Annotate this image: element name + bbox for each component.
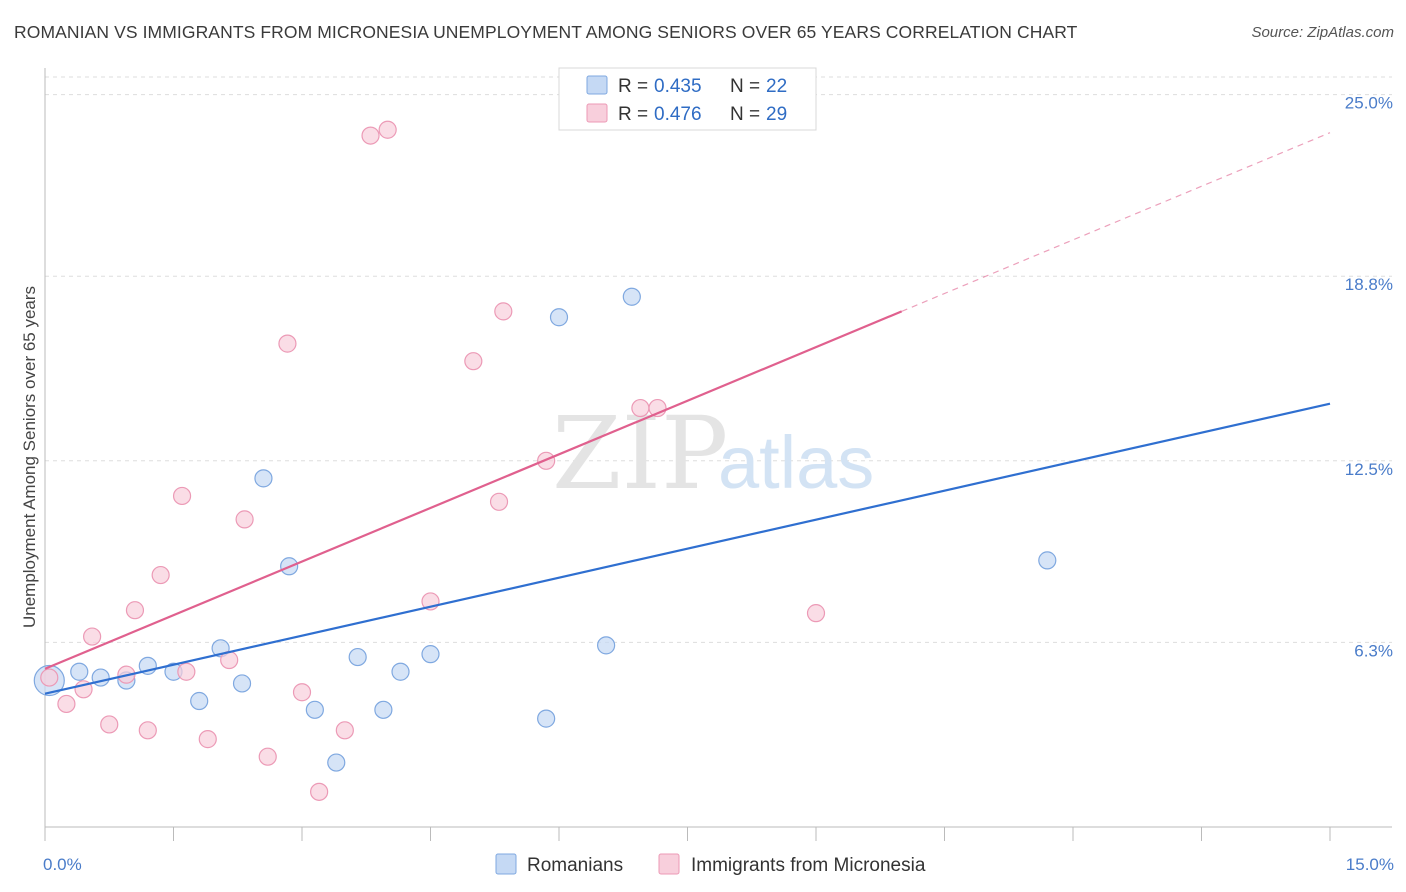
romanians-point-19 — [597, 636, 616, 655]
series-legend-swatch-micronesia — [658, 853, 680, 875]
tick-labels: 6.3% 12.5% 18.8% 25.0% 0.0% 15.0% — [43, 94, 1394, 874]
legend-r-label-micronesia: R = — [618, 104, 648, 125]
micronesia-point-22 — [464, 352, 483, 371]
micronesia-point-13 — [235, 510, 254, 529]
romanians-trend-line — [44, 402, 1331, 695]
micronesia-point-19 — [361, 126, 380, 145]
legend-n-value-micronesia: 29 — [766, 104, 787, 125]
romanians-point-11 — [305, 700, 324, 719]
y-tick-label-3: 25.0% — [1345, 94, 1393, 113]
micronesia-trend-extension — [901, 132, 1331, 312]
micronesia-point-1 — [57, 694, 76, 714]
legend-swatch-romanians — [586, 75, 608, 95]
legend-swatch-micronesia — [586, 103, 608, 123]
micronesia-point-23 — [489, 492, 509, 511]
micronesia-point-16 — [292, 683, 312, 702]
micronesia-point-15 — [278, 334, 297, 353]
micronesia-point-6 — [125, 601, 145, 620]
trend-lines — [44, 132, 1331, 695]
micronesia-point-24 — [494, 302, 513, 321]
romanians-point-12 — [327, 753, 346, 772]
legend-n-label-romanians: N = — [730, 76, 760, 97]
watermark-atlas: atlas — [718, 421, 874, 504]
legend-r-label-romanians: R = — [618, 76, 648, 97]
series-legend: Romanians Immigrants from Micronesia — [495, 853, 926, 876]
legend-r-value-micronesia: 0.476 — [654, 104, 702, 125]
micronesia-point-20 — [378, 120, 397, 139]
romanians-point-15 — [391, 662, 410, 681]
y-tick-label-0: 6.3% — [1354, 641, 1393, 660]
micronesia-point-8 — [151, 565, 170, 585]
micronesia-point-10 — [177, 662, 196, 681]
romanians-point-14 — [374, 700, 393, 719]
x-tick-label-0: 0.0% — [43, 855, 82, 874]
micronesia-point-11 — [198, 730, 217, 749]
romanians-point-1 — [70, 662, 89, 681]
axes — [44, 68, 1392, 841]
y-tick-label-2: 18.8% — [1345, 275, 1393, 294]
micronesia-point-28 — [806, 604, 826, 623]
series-legend-label-romanians: Romanians — [527, 855, 623, 876]
romanians-point-16 — [421, 645, 440, 664]
series-legend-swatch-romanians — [495, 853, 517, 875]
romanians-point-20 — [622, 287, 641, 306]
micronesia-point-7 — [138, 721, 157, 740]
legend-r-value-romanians: 0.435 — [654, 76, 702, 97]
micronesia-trend-line — [44, 310, 903, 670]
micronesia-point-0 — [40, 668, 59, 687]
romanians-point-8 — [232, 674, 252, 693]
watermark: ZIP atlas — [552, 395, 874, 512]
romanians-point-21 — [1038, 551, 1057, 570]
romanians-point-9 — [254, 469, 273, 488]
series-legend-label-micronesia: Immigrants from Micronesia — [691, 855, 926, 876]
gridlines — [45, 76, 1392, 643]
correlation-legend: R = 0.435 N = 22 R = 0.476 N = 29 — [558, 67, 817, 131]
y-axis-label: Unemployment Among Seniors over 65 years — [20, 286, 39, 628]
micronesia-point-14 — [258, 747, 277, 766]
micronesia-point-9 — [172, 486, 192, 506]
legend-n-value-romanians: 22 — [766, 76, 787, 97]
romanians-point-6 — [190, 691, 209, 711]
romanians-point-17 — [537, 709, 556, 728]
micronesia-point-4 — [100, 715, 119, 734]
source-label: Source: ZipAtlas.com — [1251, 24, 1394, 41]
micronesia-point-18 — [335, 721, 354, 740]
legend-n-label-micronesia: N = — [730, 104, 760, 125]
romanians-point-13 — [348, 647, 367, 667]
romanians-point-18 — [549, 308, 569, 327]
micronesia-point-3 — [83, 627, 102, 646]
micronesia-point-26 — [631, 398, 650, 418]
chart-title: ROMANIAN VS IMMIGRANTS FROM MICRONESIA U… — [14, 22, 1078, 42]
micronesia-point-17 — [310, 782, 329, 801]
x-tick-label-1: 15.0% — [1346, 855, 1394, 874]
y-tick-label-1: 12.5% — [1345, 460, 1393, 479]
